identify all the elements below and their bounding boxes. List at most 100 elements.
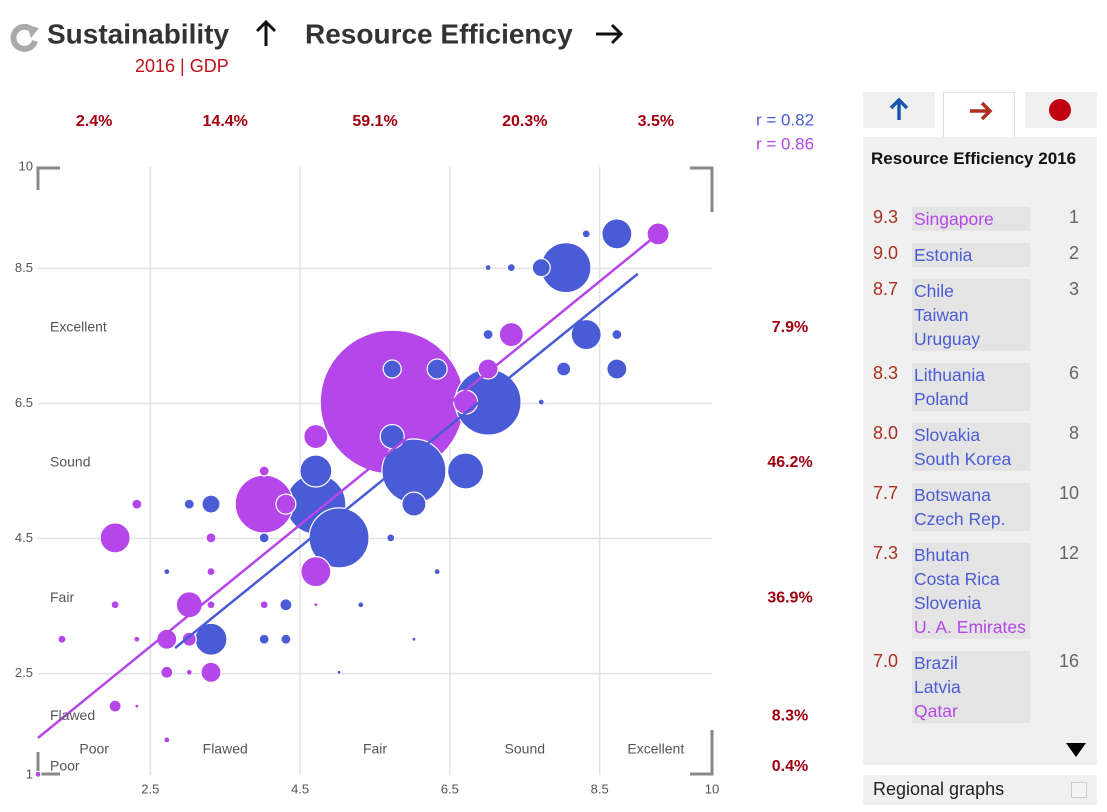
- bubble: [336, 669, 342, 675]
- bubble: [205, 532, 217, 544]
- bubble: [570, 318, 602, 351]
- rank: 1: [1068, 207, 1079, 227]
- country-name: Chile: [914, 281, 954, 301]
- bubble: [206, 600, 216, 610]
- y-band-share: 8.3%: [772, 708, 808, 725]
- bubble: [482, 328, 494, 341]
- country-name: Singapore: [914, 209, 994, 229]
- bubble: [133, 635, 141, 643]
- bubble: [484, 264, 492, 272]
- bubble: [206, 567, 216, 577]
- bubble: [185, 668, 193, 676]
- bubble: [134, 703, 140, 709]
- correlation-label: r = 0.86: [756, 134, 814, 153]
- bubble: [357, 601, 365, 609]
- y-tick-label: 10: [19, 158, 33, 173]
- rank: 12: [1058, 543, 1079, 563]
- y-band-share: 7.9%: [772, 319, 808, 336]
- score: 7.0: [873, 651, 899, 671]
- y-band-label: Poor: [50, 758, 80, 774]
- score: 7.3: [873, 543, 899, 563]
- tab-icon: [889, 97, 909, 120]
- score: 9.3: [873, 207, 899, 227]
- x-band-label: Fair: [363, 741, 387, 757]
- bubble: [163, 736, 171, 744]
- bubble: [411, 636, 417, 642]
- bubble: [386, 533, 396, 543]
- y-band-share: 36.9%: [767, 589, 812, 606]
- x-tick-label: 2.5: [141, 781, 159, 796]
- score: 8.0: [873, 423, 899, 443]
- bubble: [181, 631, 197, 647]
- y-band-label: Excellent: [50, 319, 107, 335]
- panel-title: Resource Efficiency 2016: [871, 149, 1077, 168]
- y-tick-label: 4.5: [15, 530, 33, 545]
- bubble: [279, 598, 293, 612]
- country-name: Lithuania: [914, 365, 986, 385]
- bubble: [299, 454, 333, 488]
- bubble: [258, 633, 270, 645]
- bubble: [601, 218, 633, 250]
- bubble: [258, 532, 270, 544]
- country-name: Brazil: [914, 653, 958, 673]
- rank: 2: [1068, 243, 1079, 263]
- bubble: [556, 361, 572, 377]
- country-name: Bhutan: [914, 545, 970, 565]
- bubble: [57, 634, 67, 644]
- rank: 10: [1058, 483, 1079, 503]
- bubble: [611, 328, 623, 341]
- bubble: [34, 770, 42, 778]
- right-arrow-icon: [596, 23, 624, 45]
- tab-sustainability[interactable]: [863, 92, 935, 128]
- bubble: [99, 522, 131, 554]
- x-tick-label: 6.5: [441, 781, 459, 796]
- x-band-label: Poor: [79, 741, 109, 757]
- y-band-share: 0.4%: [772, 758, 808, 775]
- country-name: Costa Rica: [914, 569, 1000, 589]
- regional-graphs[interactable]: Regional graphs: [863, 775, 1097, 805]
- rank: 6: [1068, 363, 1079, 383]
- bubble: [433, 568, 441, 576]
- country-name: Estonia: [914, 245, 973, 265]
- checkbox[interactable]: [1071, 782, 1087, 798]
- names: Estonia: [912, 243, 1030, 267]
- rank: 16: [1058, 651, 1079, 671]
- chart: Sustainability Resource Efficiency 2016 …: [10, 18, 814, 796]
- y-tick-label: 1: [26, 766, 33, 781]
- score: 9.0: [873, 243, 899, 263]
- x-band-share: 59.1%: [352, 113, 397, 130]
- x-band-share: 14.4%: [203, 113, 248, 130]
- bubble: [506, 263, 516, 273]
- y-band-label: Flawed: [50, 707, 95, 723]
- bubble: [108, 699, 122, 713]
- country-name: Qatar: [914, 701, 958, 721]
- refresh-icon[interactable]: [10, 23, 39, 52]
- y-tick-label: 8.5: [15, 260, 33, 275]
- bubble: [379, 423, 405, 450]
- x-band-label: Sound: [505, 741, 545, 757]
- names: Chile Taiwan Uruguay: [912, 279, 1030, 351]
- bubble: [183, 498, 195, 510]
- tab-gdp[interactable]: [1025, 92, 1097, 128]
- subtitle: 2016 | GDP: [135, 56, 229, 76]
- bubble: [201, 494, 221, 514]
- y-tick-label: 2.5: [15, 665, 33, 680]
- country-name: Uruguay: [914, 329, 981, 349]
- x-band-share: 2.4%: [76, 113, 112, 130]
- bubble: [300, 556, 332, 588]
- x-tick-label: 4.5: [291, 781, 309, 796]
- tab-resource-efficiency[interactable]: [943, 92, 1015, 137]
- scroll-down[interactable]: [1065, 741, 1087, 759]
- bubble: [308, 507, 370, 569]
- names: Botswana Czech Rep.: [912, 483, 1030, 531]
- bubble: [110, 600, 120, 610]
- country-name: Latvia: [914, 677, 961, 697]
- bubble: [426, 358, 448, 380]
- bubble: [163, 568, 171, 576]
- up-arrow-icon: [255, 19, 277, 46]
- country-name: U. A. Emirates: [914, 617, 1026, 637]
- country-name: Botswana: [914, 485, 991, 505]
- score: 8.3: [873, 363, 899, 383]
- x-band-label: Flawed: [203, 741, 248, 757]
- country-name: Czech Rep.: [914, 509, 1006, 529]
